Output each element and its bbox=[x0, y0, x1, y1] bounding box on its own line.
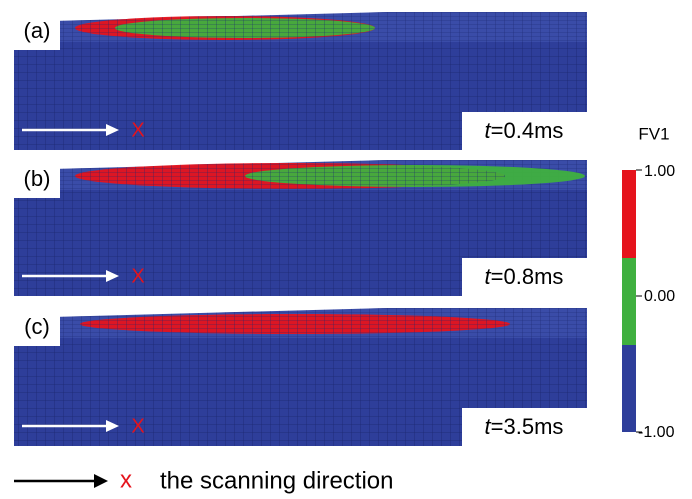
melt-pool-mesh bbox=[75, 16, 375, 40]
melt-pool-mesh bbox=[80, 314, 510, 334]
legend-marker: x bbox=[120, 466, 132, 493]
melt-pool-mesh bbox=[75, 163, 505, 189]
time-value: =0.8ms bbox=[491, 264, 564, 289]
figure: (a) t=0.4ms X (b) t=0.8ms X (c) t=3.5ms X FV1 1.… bbox=[0, 0, 692, 499]
legend: x the scanning direction bbox=[14, 466, 393, 494]
colorbar-green bbox=[622, 258, 636, 345]
colorbar-red bbox=[622, 170, 636, 258]
colorbar-label: 0.00 bbox=[644, 288, 675, 305]
panel: (c) t=3.5ms X bbox=[14, 308, 587, 446]
scan-marker: X bbox=[131, 119, 144, 141]
colorbar: FV1 1.00 0.00 -1.00 bbox=[622, 124, 675, 441]
colorbar-label: 1.00 bbox=[644, 163, 675, 180]
panel: (b) t=0.8ms X bbox=[14, 160, 587, 296]
panel-label: (a) bbox=[24, 18, 51, 43]
legend-text: the scanning direction bbox=[160, 467, 393, 494]
panels: (a) t=0.4ms X (b) t=0.8ms X (c) t=3.5ms X bbox=[14, 12, 587, 446]
time-label: t=0.8ms bbox=[485, 264, 564, 289]
time-label: t=0.4ms bbox=[485, 118, 564, 143]
panel-label: (c) bbox=[24, 314, 50, 339]
legend-arrowhead bbox=[94, 474, 108, 488]
colorbar-label: -1.00 bbox=[638, 424, 675, 441]
time-value: =0.4ms bbox=[491, 118, 564, 143]
time-value: =3.5ms bbox=[491, 414, 564, 439]
scan-marker: X bbox=[131, 265, 144, 287]
scan-marker: X bbox=[131, 415, 144, 437]
colorbar-blue bbox=[622, 345, 636, 432]
time-label: t=3.5ms bbox=[485, 414, 564, 439]
panel-label: (b) bbox=[24, 166, 51, 191]
panel: (a) t=0.4ms X bbox=[14, 12, 587, 150]
colorbar-title: FV1 bbox=[638, 124, 669, 143]
